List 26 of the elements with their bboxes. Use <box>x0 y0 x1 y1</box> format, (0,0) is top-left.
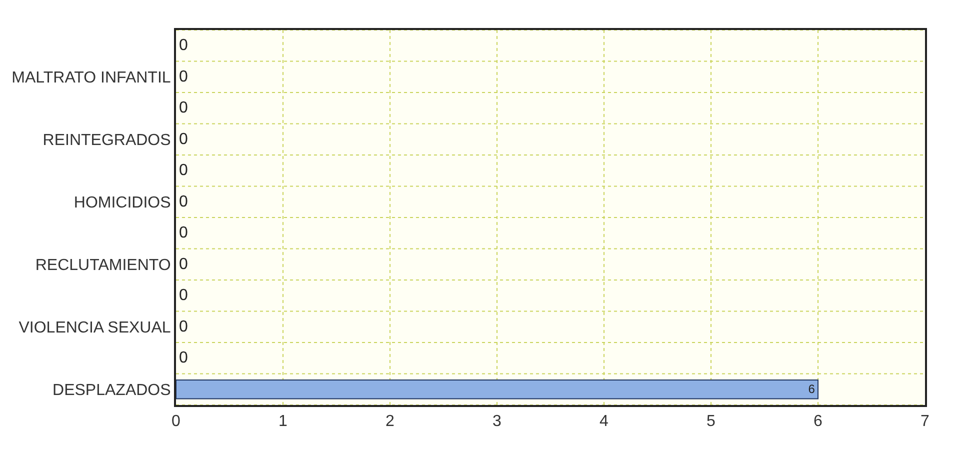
y-tick-label: DESPLAZADOS <box>52 382 171 399</box>
data-label: 0 <box>179 318 188 336</box>
x-tick-label: 3 <box>492 413 502 430</box>
data-label: 0 <box>179 68 188 86</box>
data-label: 0 <box>179 193 188 210</box>
y-tick-label: RECLUTAMIENTO <box>35 256 171 274</box>
x-tick-label: 2 <box>386 413 395 430</box>
data-label: 0 <box>179 162 188 180</box>
data-label: 6 <box>808 382 816 396</box>
data-label: 0 <box>179 37 188 54</box>
data-label: 0 <box>179 130 188 148</box>
y-tick-label: REINTEGRADOS <box>42 132 171 149</box>
y-tick-label: HOMICIDIOS <box>74 194 171 212</box>
x-tick-label: 7 <box>920 413 930 430</box>
y-tick-label: MALTRATO INFANTIL <box>12 69 171 86</box>
data-label: 0 <box>179 287 188 304</box>
x-tick-label: 1 <box>278 413 288 430</box>
data-label: 0 <box>179 256 188 273</box>
y-tick-label: VIOLENCIA SEXUAL <box>18 319 171 336</box>
data-label: 0 <box>179 100 188 117</box>
x-tick-label: 6 <box>814 413 823 430</box>
data-label: 0 <box>179 350 188 367</box>
x-tick-label: 0 <box>172 413 181 430</box>
x-tick-label: 4 <box>600 413 609 430</box>
data-label: 0 <box>179 224 188 242</box>
x-tick-label: 5 <box>706 413 716 430</box>
